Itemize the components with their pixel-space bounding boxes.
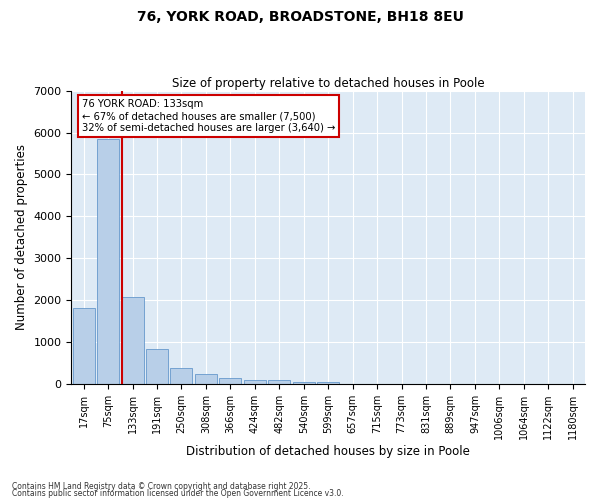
Bar	[146, 348, 168, 384]
Text: Contains HM Land Registry data © Crown copyright and database right 2025.: Contains HM Land Registry data © Crown c…	[12, 482, 311, 491]
Bar	[122, 296, 143, 384]
Bar	[170, 368, 193, 384]
Text: 76 YORK ROAD: 133sqm
← 67% of detached houses are smaller (7,500)
32% of semi-de: 76 YORK ROAD: 133sqm ← 67% of detached h…	[82, 100, 335, 132]
Bar	[317, 382, 339, 384]
Bar	[220, 378, 241, 384]
Y-axis label: Number of detached properties: Number of detached properties	[15, 144, 28, 330]
Text: 76, YORK ROAD, BROADSTONE, BH18 8EU: 76, YORK ROAD, BROADSTONE, BH18 8EU	[137, 10, 463, 24]
Bar	[268, 380, 290, 384]
Title: Size of property relative to detached houses in Poole: Size of property relative to detached ho…	[172, 76, 485, 90]
X-axis label: Distribution of detached houses by size in Poole: Distribution of detached houses by size …	[186, 444, 470, 458]
Bar	[195, 374, 217, 384]
Bar	[293, 382, 315, 384]
Bar	[244, 380, 266, 384]
Bar	[97, 139, 119, 384]
Bar	[73, 308, 95, 384]
Text: Contains public sector information licensed under the Open Government Licence v3: Contains public sector information licen…	[12, 490, 344, 498]
